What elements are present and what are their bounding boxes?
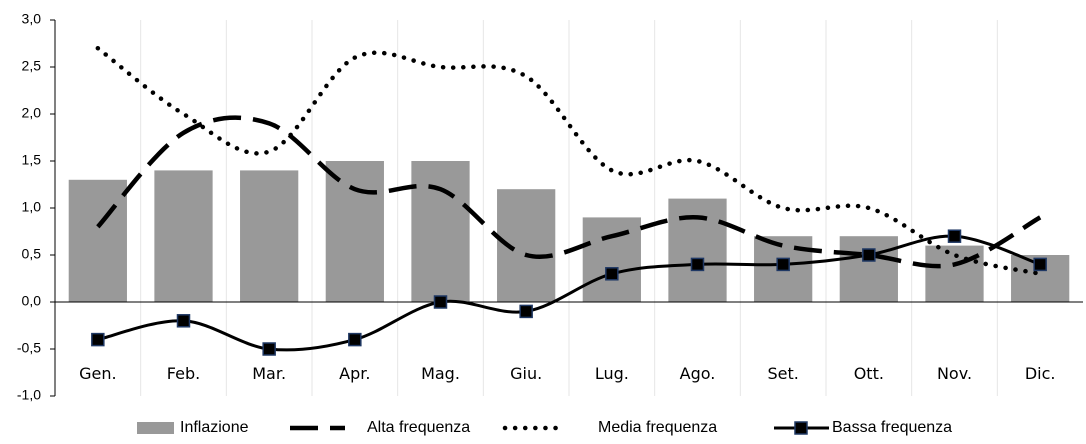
marker (605, 267, 619, 281)
marker (348, 332, 362, 347)
marker (947, 229, 962, 243)
bar (582, 217, 641, 302)
y-tick-label: 1,5 (22, 152, 42, 168)
legend-label: Bassa frequenza (832, 419, 952, 436)
y-tick-label: 2,0 (22, 105, 42, 121)
legend-marker (794, 421, 808, 435)
x-tick-label: Mar. (252, 364, 286, 383)
y-tick-label: 0,0 (22, 293, 42, 309)
legend-swatch (137, 422, 174, 434)
line (96, 115, 1042, 269)
legend-label: Inflazione (180, 419, 249, 436)
y-tick-label: 1,0 (22, 199, 42, 215)
y-tick-label: 2,5 (22, 58, 42, 74)
marker (862, 248, 876, 262)
bar (240, 170, 299, 302)
x-tick-label: Mag. (421, 364, 460, 383)
bar (325, 161, 384, 302)
x-tick-label: Nov. (937, 364, 972, 383)
x-tick-label: Apr. (339, 364, 370, 383)
bar (925, 245, 984, 302)
x-tick-label: Giu. (510, 364, 542, 383)
marker (519, 304, 533, 319)
marker (176, 314, 191, 328)
y-tick-label: -0,5 (17, 340, 41, 356)
x-tick-label: Lug. (595, 364, 629, 383)
marker (433, 295, 448, 309)
marker (1033, 257, 1047, 272)
marker (262, 342, 276, 356)
x-tick-label: Set. (767, 364, 798, 383)
x-tick-label: Gen. (79, 364, 116, 383)
marker (776, 257, 790, 272)
line (95, 45, 1043, 277)
bar (68, 179, 127, 302)
marker (91, 332, 105, 347)
bar (154, 170, 213, 302)
marker (690, 257, 705, 272)
y-tick-label: 3,0 (22, 11, 42, 27)
x-tick-label: Feb. (167, 364, 200, 383)
y-tick-label: -1,0 (17, 387, 41, 403)
y-tick-label: 0,5 (22, 246, 42, 262)
bar (411, 161, 470, 302)
legend-label: Media frequenza (598, 419, 717, 436)
bar (839, 236, 898, 302)
x-tick-label: Dic. (1025, 364, 1056, 383)
x-tick-label: Ott. (854, 364, 884, 383)
bar (668, 198, 727, 302)
legend-label: Alta frequenza (367, 419, 470, 436)
line (97, 234, 1041, 352)
x-tick-label: Ago. (680, 364, 716, 383)
